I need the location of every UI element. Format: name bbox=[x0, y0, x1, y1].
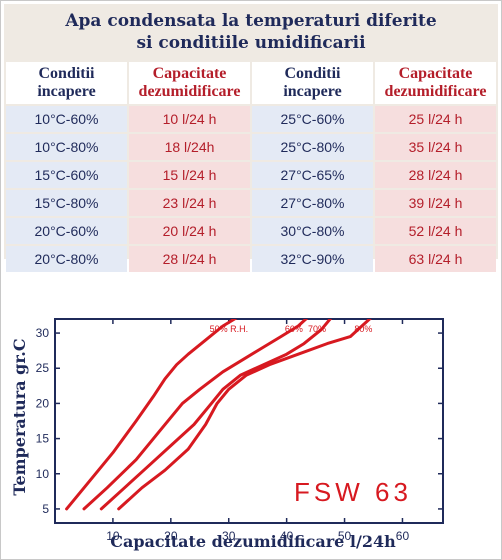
capacity-cell: 25 l/24 h bbox=[375, 106, 496, 132]
condition-cell: 27°C-65% bbox=[252, 162, 373, 188]
capacity-cell: 52 l/24 h bbox=[375, 218, 496, 244]
capacity-cell: 20 l/24 h bbox=[129, 218, 250, 244]
header-capacity: Capacitate dezumidificare bbox=[375, 62, 496, 104]
x-axis-title: Capacitate dezumidificare l/24h bbox=[110, 532, 396, 551]
humidity-curve bbox=[65, 319, 238, 511]
series-label: 80% bbox=[354, 324, 372, 334]
table-row: 15°C-80% 23 l/24 h 27°C-80% 39 l/24 h bbox=[6, 190, 496, 216]
table-row: 10°C-80% 18 l/24h 25°C-80% 35 l/24 h bbox=[6, 134, 496, 160]
title-line-1: Apa condensata la temperaturi diferite bbox=[65, 11, 437, 31]
capacity-cell: 15 l/24 h bbox=[129, 162, 250, 188]
y-tick-label: 25 bbox=[36, 361, 50, 375]
header-room-conditions: Conditii incapere bbox=[6, 62, 127, 104]
capacity-cell: 10 l/24 h bbox=[129, 106, 250, 132]
y-tick-label: 5 bbox=[42, 502, 49, 516]
y-tick-label: 15 bbox=[36, 432, 50, 446]
table-row: 20°C-80% 28 l/24 h 32°C-90% 63 l/24 h bbox=[6, 246, 496, 272]
series-label: 60% bbox=[285, 324, 303, 334]
capacity-cell: 39 l/24 h bbox=[375, 190, 496, 216]
x-tick-label: 10 bbox=[106, 529, 120, 543]
table-title: Apa condensata la temperaturi diferite s… bbox=[4, 4, 498, 59]
condition-cell: 20°C-80% bbox=[6, 246, 127, 272]
condition-cell: 10°C-80% bbox=[6, 134, 127, 160]
x-tick-label: 30 bbox=[222, 529, 236, 543]
condition-cell: 25°C-80% bbox=[252, 134, 373, 160]
series-label: 70% bbox=[308, 324, 326, 334]
series-label: 50% R.H. bbox=[210, 324, 249, 334]
condition-cell: 27°C-80% bbox=[252, 190, 373, 216]
header-text: Capacitate bbox=[152, 65, 227, 82]
condition-cell: 25°C-60% bbox=[252, 106, 373, 132]
humidity-curve bbox=[82, 319, 309, 511]
header-text: incapere bbox=[283, 83, 342, 100]
title-line-2: si conditiile umidificarii bbox=[136, 33, 366, 53]
y-axis-title: Temperatura gr.C bbox=[10, 338, 29, 495]
capacity-table: Conditii incapere Capacitate dezumidific… bbox=[4, 60, 498, 274]
table-header-row: Conditii incapere Capacitate dezumidific… bbox=[6, 62, 496, 104]
header-capacity: Capacitate dezumidificare bbox=[129, 62, 250, 104]
y-tick-label: 10 bbox=[36, 467, 50, 481]
y-tick-label: 30 bbox=[36, 326, 50, 340]
y-tick-label: 20 bbox=[36, 396, 50, 410]
header-text: Capacitate bbox=[398, 65, 473, 82]
table-row: 20°C-60% 20 l/24 h 30°C-80% 52 l/24 h bbox=[6, 218, 496, 244]
model-name: FSW 63 bbox=[294, 477, 412, 507]
capacity-cell: 35 l/24 h bbox=[375, 134, 496, 160]
capacity-cell: 18 l/24h bbox=[129, 134, 250, 160]
chart-axes bbox=[54, 318, 444, 524]
x-tick-label: 40 bbox=[280, 529, 294, 543]
x-tick-label: 50 bbox=[338, 529, 352, 543]
chart-curves bbox=[65, 319, 372, 511]
condensation-table-panel: Apa condensata la temperaturi diferite s… bbox=[4, 4, 498, 272]
capacity-cell: 23 l/24 h bbox=[129, 190, 250, 216]
capacity-cell: 63 l/24 h bbox=[375, 246, 496, 272]
condition-cell: 10°C-60% bbox=[6, 106, 127, 132]
header-text: dezumidificare bbox=[138, 83, 241, 100]
x-tick-label: 20 bbox=[164, 529, 178, 543]
x-tick-label: 60 bbox=[396, 529, 410, 543]
capacity-cell: 28 l/24 h bbox=[375, 162, 496, 188]
condition-cell: 15°C-80% bbox=[6, 190, 127, 216]
plot-border bbox=[54, 318, 444, 524]
humidity-curve bbox=[99, 319, 333, 511]
condition-cell: 32°C-90% bbox=[252, 246, 373, 272]
header-text: Conditii bbox=[284, 65, 341, 82]
header-text: incapere bbox=[37, 83, 96, 100]
table-row: 15°C-60% 15 l/24 h 27°C-65% 28 l/24 h bbox=[6, 162, 496, 188]
header-text: dezumidificare bbox=[384, 83, 487, 100]
condition-cell: 15°C-60% bbox=[6, 162, 127, 188]
header-room-conditions: Conditii incapere bbox=[252, 62, 373, 104]
condition-cell: 20°C-60% bbox=[6, 218, 127, 244]
header-text: Conditii bbox=[38, 65, 95, 82]
humidity-curve bbox=[117, 319, 372, 511]
capacity-cell: 28 l/24 h bbox=[129, 246, 250, 272]
table-row: 10°C-60% 10 l/24 h 25°C-60% 25 l/24 h bbox=[6, 106, 496, 132]
condition-cell: 30°C-80% bbox=[252, 218, 373, 244]
